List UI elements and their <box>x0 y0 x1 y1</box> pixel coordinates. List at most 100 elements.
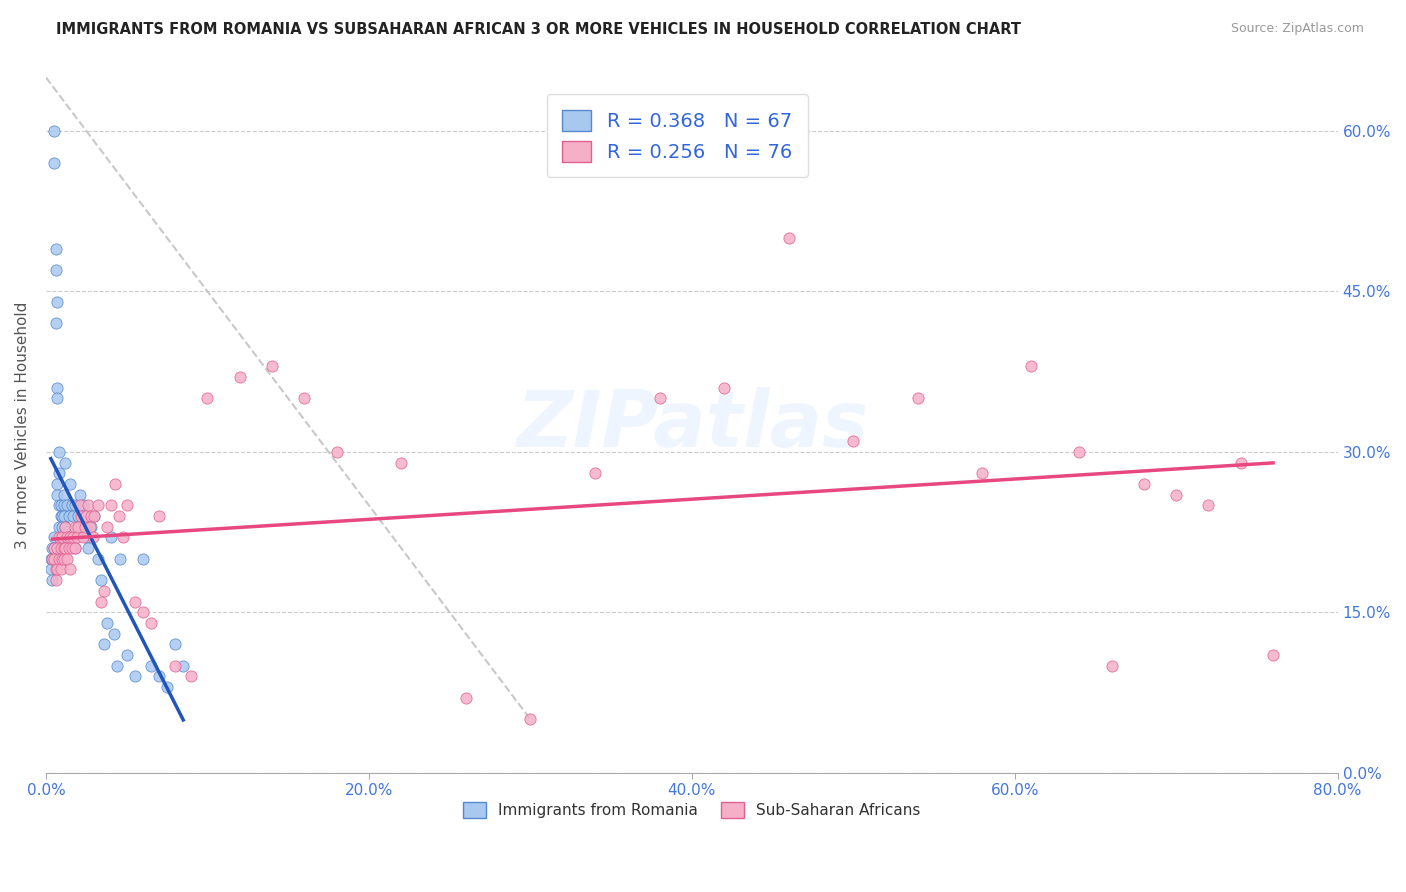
Point <box>228 370 250 384</box>
Point <box>48 519 70 533</box>
Point <box>82 530 104 544</box>
Point <box>42 541 65 555</box>
Point <box>93 637 115 651</box>
Point <box>1019 359 1042 374</box>
Point <box>103 626 125 640</box>
Point <box>124 669 146 683</box>
Point <box>389 456 412 470</box>
Point <box>107 508 129 523</box>
Point <box>69 498 91 512</box>
Point <box>41 551 63 566</box>
Point <box>53 541 76 555</box>
Point <box>48 498 70 512</box>
Point <box>63 541 86 555</box>
Y-axis label: 3 or more Vehicles in Household: 3 or more Vehicles in Household <box>15 301 30 549</box>
Point <box>42 156 65 170</box>
Point <box>45 242 67 256</box>
Point <box>70 508 93 523</box>
Point <box>51 519 73 533</box>
Point <box>72 530 94 544</box>
Point <box>46 562 69 576</box>
Text: IMMIGRANTS FROM ROMANIA VS SUBSAHARAN AFRICAN 3 OR MORE VEHICLES IN HOUSEHOLD CO: IMMIGRANTS FROM ROMANIA VS SUBSAHARAN AF… <box>56 22 1021 37</box>
Point <box>62 530 84 544</box>
Point <box>80 508 103 523</box>
Point <box>42 124 65 138</box>
Point <box>583 467 606 481</box>
Point <box>42 541 65 555</box>
Point <box>42 551 65 566</box>
Point <box>519 712 541 726</box>
Point <box>42 530 65 544</box>
Point <box>63 541 86 555</box>
Point <box>51 530 73 544</box>
Point <box>454 690 477 705</box>
Point <box>51 508 73 523</box>
Point <box>907 392 929 406</box>
Point <box>52 508 75 523</box>
Point <box>73 519 96 533</box>
Legend: Immigrants from Romania, Sub-Saharan Africans: Immigrants from Romania, Sub-Saharan Afr… <box>457 796 927 824</box>
Point <box>52 498 75 512</box>
Point <box>58 508 80 523</box>
Point <box>648 392 671 406</box>
Point <box>96 519 118 533</box>
Point <box>58 541 80 555</box>
Point <box>148 508 170 523</box>
Point <box>105 658 128 673</box>
Point <box>53 456 76 470</box>
Point <box>86 551 108 566</box>
Point <box>66 530 89 544</box>
Point <box>45 263 67 277</box>
Point <box>52 551 75 566</box>
Text: Source: ZipAtlas.com: Source: ZipAtlas.com <box>1230 22 1364 36</box>
Point <box>46 488 69 502</box>
Point <box>165 637 187 651</box>
Point <box>260 359 283 374</box>
Point <box>56 551 79 566</box>
Point <box>45 551 67 566</box>
Point <box>41 541 63 555</box>
Point <box>49 530 72 544</box>
Point <box>48 445 70 459</box>
Point <box>51 530 73 544</box>
Point <box>1261 648 1284 662</box>
Point <box>69 488 91 502</box>
Point <box>41 573 63 587</box>
Point <box>49 508 72 523</box>
Point <box>172 658 194 673</box>
Point <box>49 562 72 576</box>
Point <box>56 530 79 544</box>
Point <box>75 530 97 544</box>
Point <box>67 508 90 523</box>
Point <box>292 392 315 406</box>
Point <box>67 519 90 533</box>
Point <box>112 530 135 544</box>
Point <box>110 551 132 566</box>
Point <box>132 551 155 566</box>
Point <box>63 519 86 533</box>
Point <box>778 231 800 245</box>
Point <box>63 498 86 512</box>
Point <box>86 498 108 512</box>
Point <box>80 519 103 533</box>
Point <box>42 551 65 566</box>
Point <box>60 541 83 555</box>
Point <box>48 530 70 544</box>
Point <box>1198 498 1220 512</box>
Point <box>41 551 63 566</box>
Point <box>56 530 79 544</box>
Point <box>59 530 82 544</box>
Point <box>56 498 79 512</box>
Point <box>52 488 75 502</box>
Point <box>59 562 82 576</box>
Point <box>148 669 170 683</box>
Point <box>96 615 118 630</box>
Point <box>156 680 179 694</box>
Point <box>1229 456 1251 470</box>
Point <box>79 519 101 533</box>
Point <box>39 562 62 576</box>
Point <box>60 498 83 512</box>
Point <box>100 530 122 544</box>
Point <box>90 573 112 587</box>
Point <box>1101 658 1123 673</box>
